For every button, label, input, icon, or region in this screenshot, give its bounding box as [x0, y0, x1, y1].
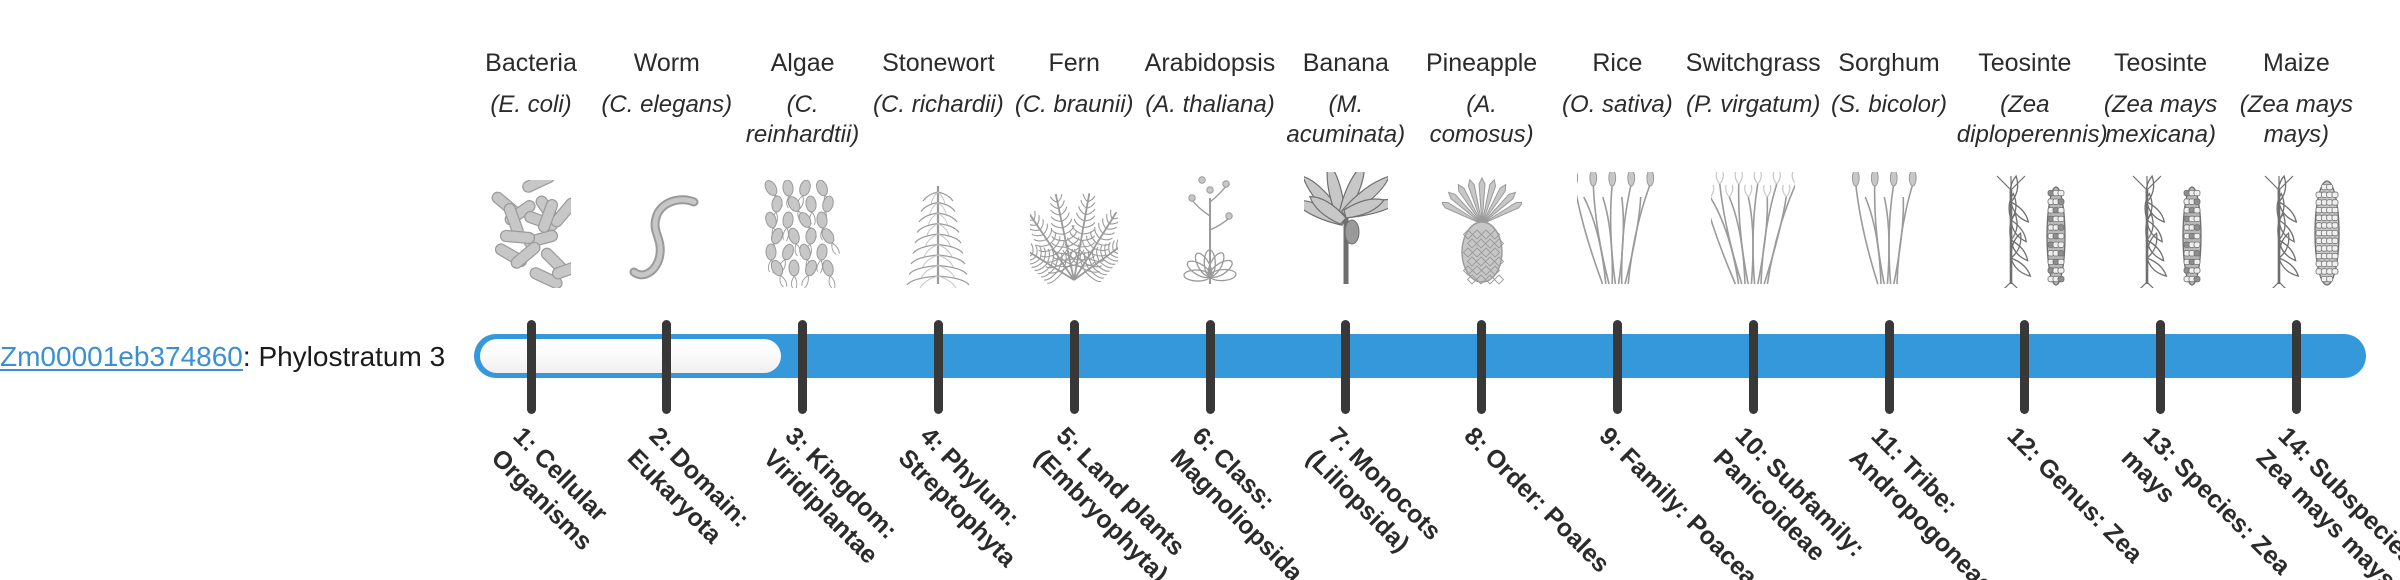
phylostratum-tick-7	[1341, 320, 1351, 414]
species-scientific-name: (S. bicolor)	[1830, 91, 1948, 118]
phylostratum-tick-1	[526, 320, 536, 414]
phylostratum-tick-5	[1069, 320, 1079, 414]
species-column-14: Maize (Zea mays mays)	[2228, 48, 2364, 150]
species-scientific-name: (Zea mays mays)	[2239, 91, 2354, 148]
species-column-12: Teosinte (Zea diploperennis)	[1956, 48, 2108, 150]
species-common-name: Worm	[633, 49, 700, 77]
species-column-10: Switchgrass (P. virgatum)	[1685, 48, 1821, 120]
teosinte-icon	[2093, 168, 2229, 288]
species-scientific-name: (Zea diploperennis)	[1956, 91, 2108, 148]
species-column-11: Sorghum (S. bicolor)	[1821, 48, 1957, 120]
phylostratum-tick-8	[1477, 320, 1487, 414]
arabidopsis-icon	[1142, 168, 1278, 288]
species-common-name: Fern	[1048, 49, 1100, 77]
species-scientific-name: (P. virgatum)	[1686, 91, 1821, 118]
gene-id-link[interactable]: Zm00001eb374860	[0, 341, 243, 372]
species-common-name: Rice	[1592, 49, 1643, 77]
phylostratum-tick-12	[2020, 320, 2030, 414]
species-column-6: Arabidopsis (A. thaliana)	[1142, 48, 1278, 120]
switchgrass-icon	[1685, 168, 1821, 288]
species-scientific-name: (C. braunii)	[1014, 91, 1134, 118]
algae-icon	[735, 168, 871, 288]
gene-caption-separator: :	[242, 341, 259, 372]
species-scientific-name: (E. coli)	[490, 91, 572, 118]
pineapple-icon	[1414, 168, 1550, 288]
species-scientific-name: (C. richardii)	[873, 91, 1004, 118]
species-scientific-name: (C. elegans)	[601, 91, 733, 118]
species-scientific-name: (A. thaliana)	[1145, 91, 1275, 118]
species-column-7: Banana (M. acuminata)	[1278, 48, 1414, 150]
gene-phylostratum-label: Phylostratum 3	[258, 341, 446, 372]
species-column-9: Rice (O. sativa)	[1549, 48, 1685, 120]
species-scientific-name: (Zea mays mexicana)	[2103, 91, 2218, 148]
stonewort-icon	[870, 168, 1006, 288]
species-common-name: Switchgrass	[1685, 49, 1821, 77]
banana-icon	[1278, 168, 1414, 288]
species-common-name: Arabidopsis	[1144, 49, 1276, 77]
species-common-name: Teosinte	[2114, 49, 2208, 77]
species-column-13: Teosinte (Zea mays mexicana)	[2093, 48, 2229, 150]
rice-icon	[1549, 168, 1685, 288]
worm-icon	[599, 168, 735, 288]
phylostratum-tick-4	[933, 320, 943, 414]
phylostratum-tick-11	[1884, 320, 1894, 414]
phylostratum-bar-track	[474, 334, 2366, 378]
species-common-name: Bacteria	[485, 49, 577, 77]
species-common-name: Teosinte	[1978, 49, 2072, 77]
maize-icon	[2228, 168, 2364, 288]
species-common-name: Algae	[770, 49, 835, 77]
species-scientific-name: (A. comosus)	[1429, 91, 1534, 148]
species-common-name: Maize	[2263, 49, 2330, 77]
species-column-2: Worm (C. elegans)	[599, 48, 735, 120]
species-scientific-name: (O. sativa)	[1562, 91, 1673, 118]
species-column-3: Algae (C. reinhardtii)	[735, 48, 871, 150]
species-column-4: Stonewort (C. richardii)	[870, 48, 1006, 120]
phylostratum-tick-10	[1748, 320, 1758, 414]
fern-icon	[1006, 168, 1142, 288]
gene-caption: Zm00001eb374860: Phylostratum 3	[0, 340, 445, 374]
species-scientific-name: (M. acuminata)	[1286, 91, 1406, 148]
phylostratum-tick-13	[2156, 320, 2166, 414]
phylostratum-tick-2	[662, 320, 672, 414]
phylostratum-tick-14	[2291, 320, 2301, 414]
species-scientific-name: (C. reinhardtii)	[745, 91, 860, 148]
sorghum-icon	[1821, 168, 1957, 288]
phylostratum-bar[interactable]	[474, 334, 2366, 378]
teosinte-icon	[1957, 168, 2093, 288]
species-common-name: Pineapple	[1425, 49, 1538, 77]
phylostratum-bar-unfilled	[480, 339, 781, 373]
phylostratum-tick-3	[798, 320, 808, 414]
species-column-1: Bacteria (E. coli)	[463, 48, 599, 120]
species-column-5: Fern (C. braunii)	[1006, 48, 1142, 120]
species-column-8: Pineapple (A. comosus)	[1414, 48, 1550, 150]
species-common-name: Stonewort	[882, 49, 995, 77]
bacteria-icon	[463, 168, 599, 288]
phylostratum-tick-6	[1205, 320, 1215, 414]
species-common-name: Sorghum	[1838, 49, 1940, 77]
phylostratum-tick-9	[1612, 320, 1622, 414]
species-common-name: Banana	[1302, 49, 1389, 77]
